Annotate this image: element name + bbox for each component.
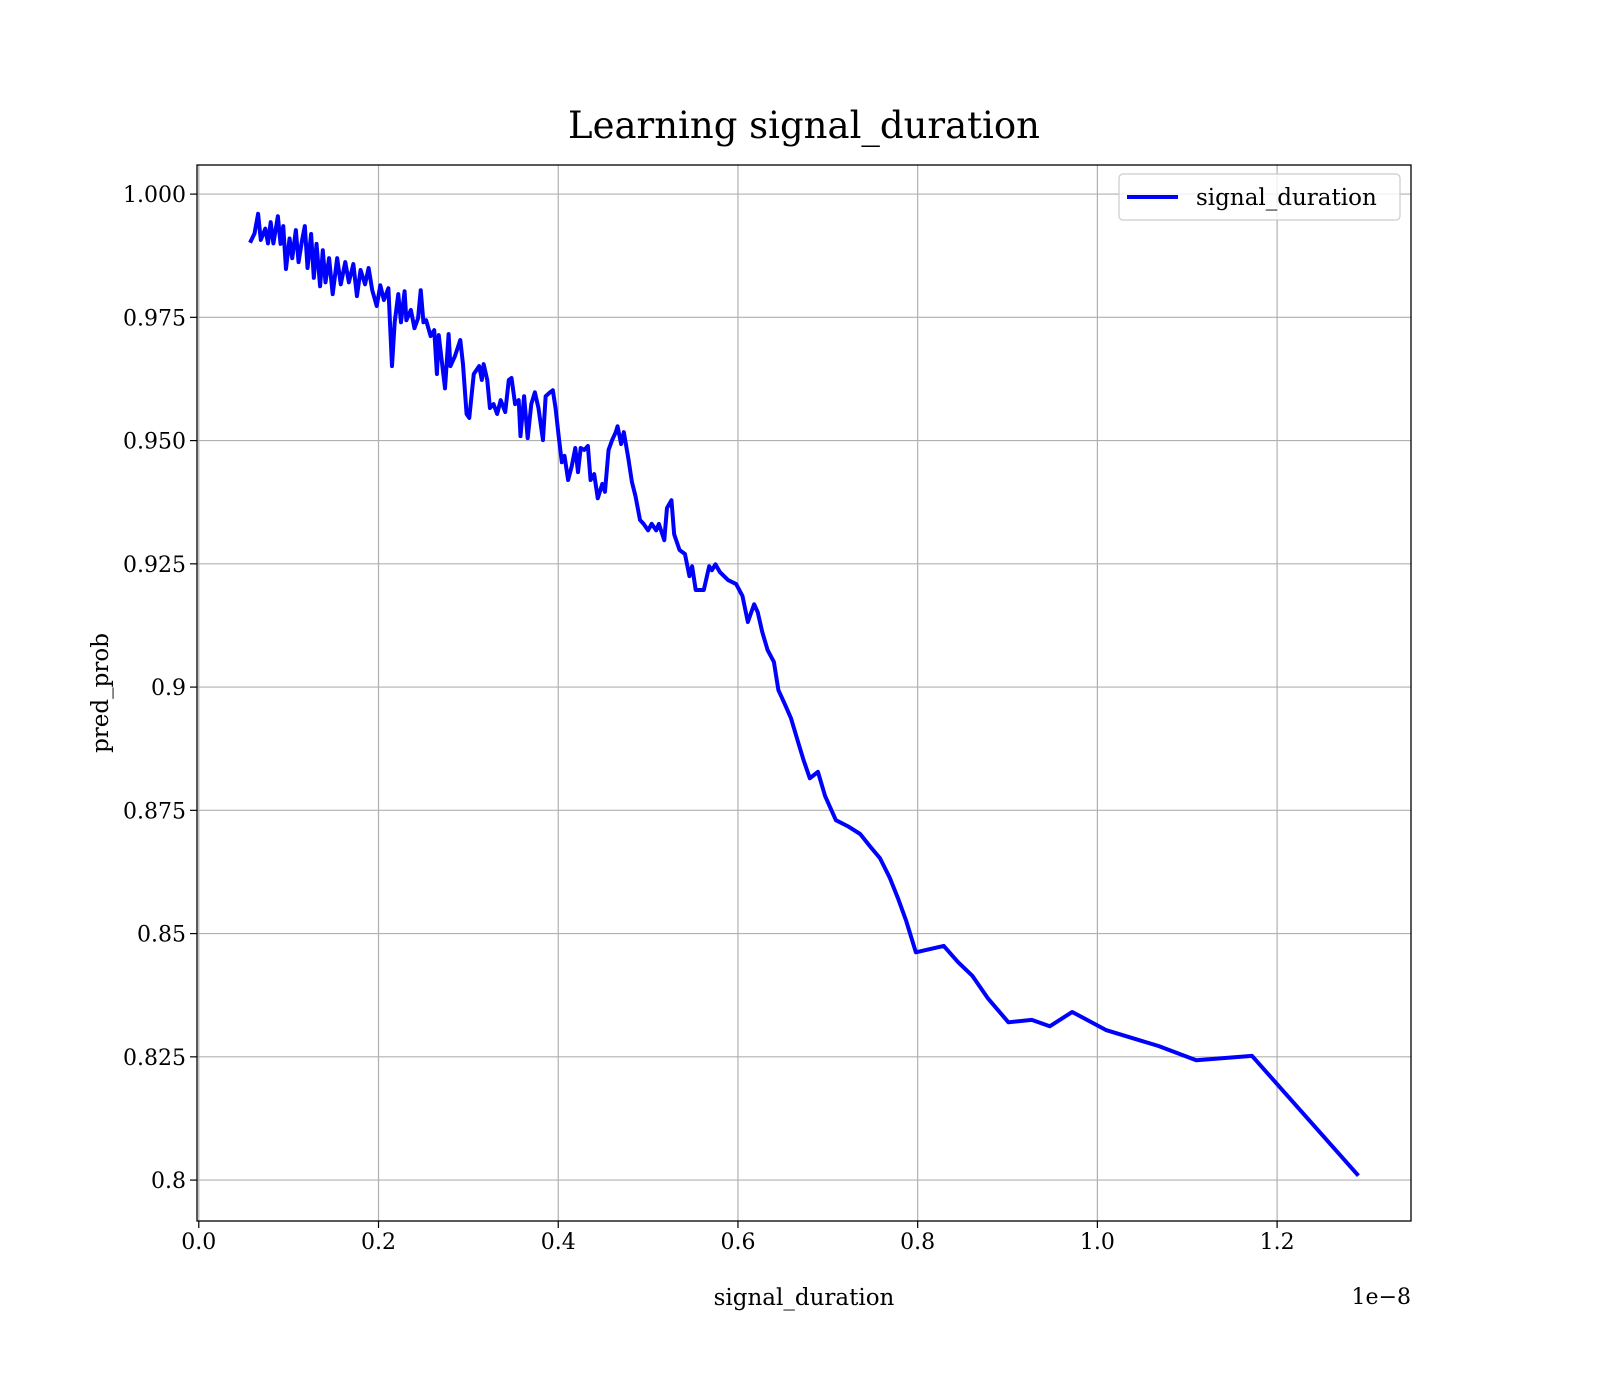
x-tick-label: 0.4 bbox=[541, 1230, 576, 1255]
legend-box bbox=[1118, 173, 1401, 221]
y-axis-label: pred_prob bbox=[88, 633, 114, 753]
y-tick-label: 0.875 bbox=[123, 799, 186, 824]
y-tick-label: 0.8 bbox=[151, 1169, 186, 1194]
legend: signal_duration bbox=[1118, 173, 1401, 221]
grid: 0.0 0.2 0.4 0.6 0.8 1.0 1.2 0.8 0.825 0.85 0.875 0.… bbox=[123, 165, 1411, 1255]
x-tick-label: 1.2 bbox=[1260, 1230, 1295, 1255]
y-tick-label: 0.950 bbox=[123, 430, 186, 455]
x-offset-label: 1e−8 bbox=[1352, 1285, 1411, 1310]
y-tick-label: 0.925 bbox=[123, 553, 186, 578]
x-tick-label: 0.8 bbox=[900, 1230, 935, 1255]
x-axis-label: signal_duration bbox=[714, 1285, 895, 1311]
x-tick-label: 0.0 bbox=[181, 1230, 216, 1255]
x-tick-label: 0.6 bbox=[720, 1230, 755, 1255]
x-tick-label: 0.2 bbox=[361, 1230, 396, 1255]
chart-title: Learning signal_duration bbox=[568, 104, 1040, 148]
y-tick-label: 1.000 bbox=[123, 183, 186, 208]
y-tick-label: 0.85 bbox=[137, 923, 186, 948]
x-tick-label: 1.0 bbox=[1080, 1230, 1115, 1255]
data-line bbox=[248, 211, 1360, 1177]
y-tick-label: 0.975 bbox=[123, 306, 186, 331]
y-tick-label: 0.9 bbox=[151, 676, 186, 701]
legend-label: signal_duration bbox=[1196, 185, 1377, 211]
axes-frame bbox=[196, 164, 1412, 1222]
y-tick-label: 0.825 bbox=[123, 1046, 186, 1071]
plot-area bbox=[248, 211, 1360, 1177]
